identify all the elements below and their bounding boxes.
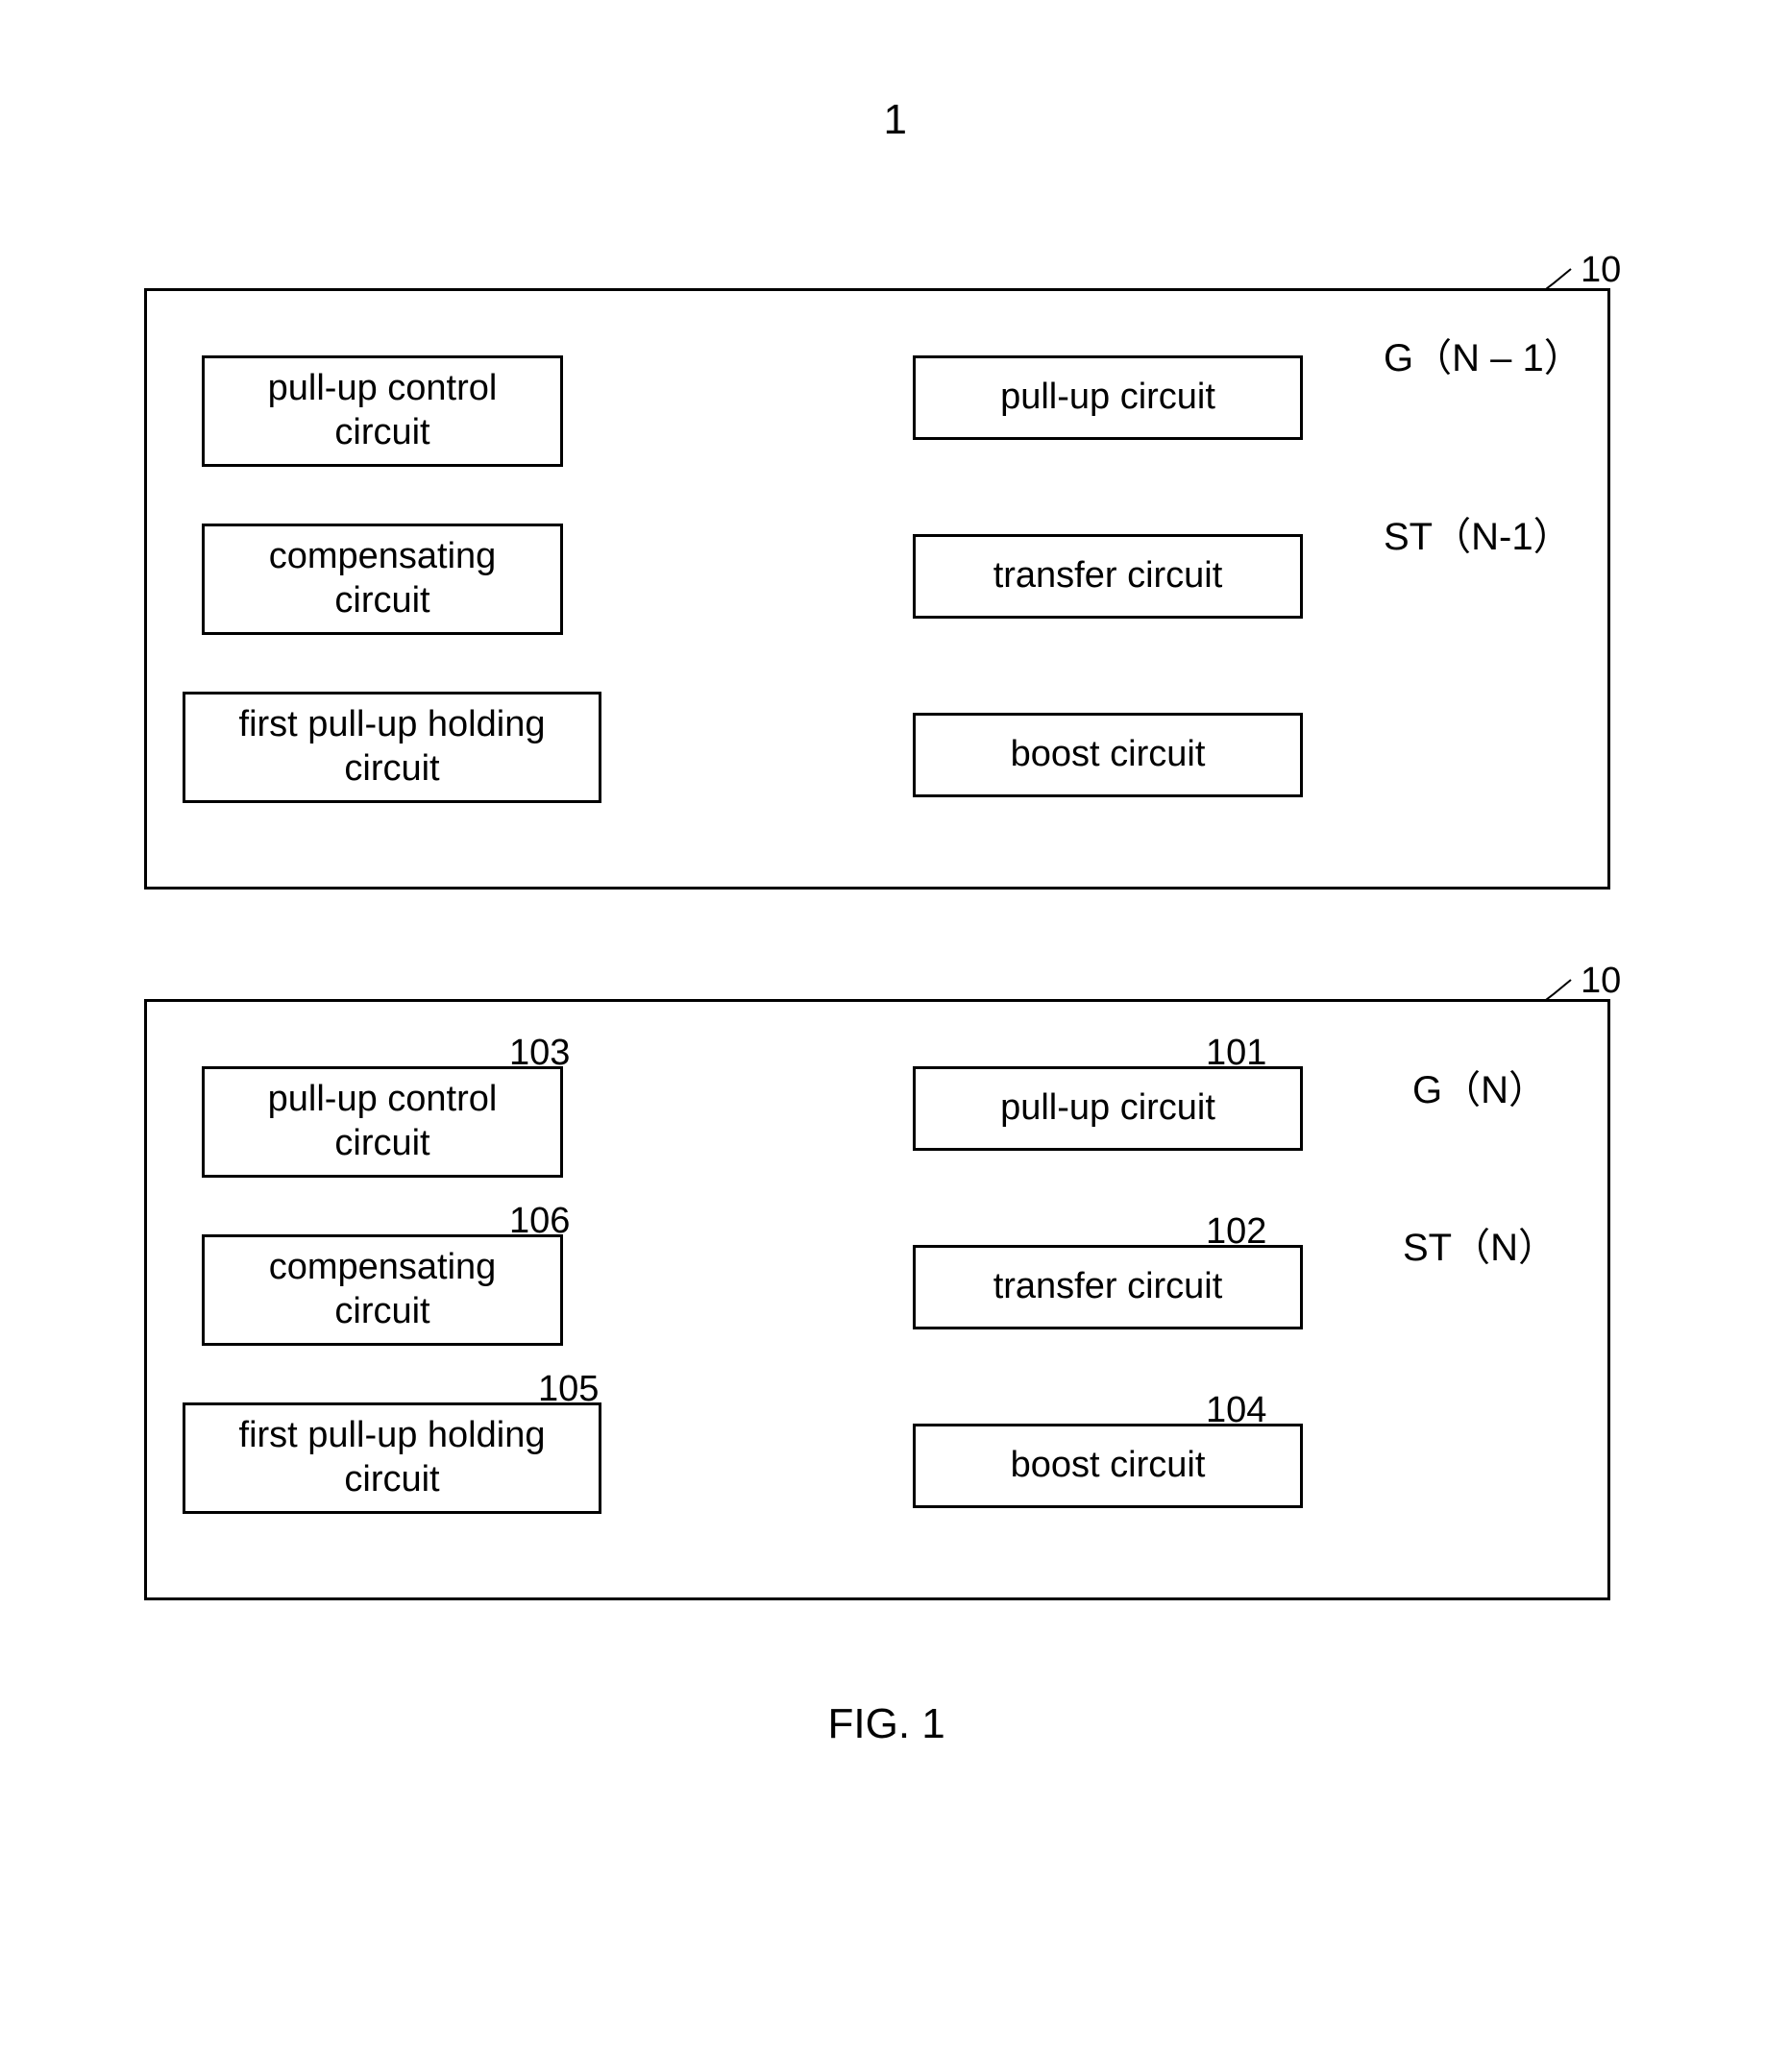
stage-upper-pullup_control-label: pull-up control circuit (268, 367, 498, 454)
stage-lower-pullup-label: pull-up circuit (1000, 1086, 1215, 1131)
stage-lower-boost-label: boost circuit (1011, 1444, 1206, 1488)
stage-upper-compensating-block: compensating circuit (202, 524, 563, 635)
stage-lower-pullup_control-block: pull-up control circuit (202, 1066, 563, 1178)
stage-lower-compensating-label: compensating circuit (269, 1246, 497, 1333)
stage-lower-pullup_control-label: pull-up control circuit (268, 1078, 498, 1165)
stage-lower-first_pullup-block: first pull-up holding circuit (183, 1402, 601, 1514)
stage-lower-boost-refnum: 104 (1206, 1390, 1266, 1431)
stage-lower-transfer-block: transfer circuit (913, 1245, 1303, 1329)
stage-upper-boost-label: boost circuit (1011, 733, 1206, 777)
stage-lower-first_pullup-refnum: 105 (538, 1369, 599, 1410)
stage-lower-pullup-refnum: 101 (1206, 1033, 1266, 1074)
stage-upper-pullup-label: pull-up circuit (1000, 376, 1215, 420)
stage-lower-pullup_control-refnum: 103 (509, 1033, 570, 1074)
stage-lower-refnum: 10 (1581, 961, 1621, 1002)
stage-upper-pullup_control-block: pull-up control circuit (202, 355, 563, 467)
stage-lower-compensating-block: compensating circuit (202, 1234, 563, 1346)
stage-lower-compensating-refnum: 106 (509, 1201, 570, 1242)
stage-lower-transfer-label: transfer circuit (993, 1265, 1223, 1309)
stage-lower-pullup-block: pull-up circuit (913, 1066, 1303, 1151)
stage-lower-transfer-refnum: 102 (1206, 1211, 1266, 1253)
stage-lower-first_pullup-label: first pull-up holding circuit (239, 1414, 546, 1501)
stage-upper-signal-g: G（N – 1） (1384, 327, 1582, 382)
stage-upper-compensating-label: compensating circuit (269, 535, 497, 622)
stage-upper-signal-st: ST（N-1） (1384, 505, 1572, 561)
stage-upper-refnum: 10 (1581, 250, 1621, 291)
stage-upper-transfer-block: transfer circuit (913, 534, 1303, 619)
stage-upper-transfer-label: transfer circuit (993, 554, 1223, 598)
stage-upper-boost-block: boost circuit (913, 713, 1303, 797)
stage-upper-first_pullup-label: first pull-up holding circuit (239, 703, 546, 791)
stage-lower-signal-st: ST（N） (1403, 1216, 1557, 1272)
stage-upper-pullup-block: pull-up circuit (913, 355, 1303, 440)
stage-upper-first_pullup-block: first pull-up holding circuit (183, 692, 601, 803)
stage-lower-signal-g: G（N） (1412, 1059, 1547, 1114)
stage-lower-boost-block: boost circuit (913, 1424, 1303, 1508)
